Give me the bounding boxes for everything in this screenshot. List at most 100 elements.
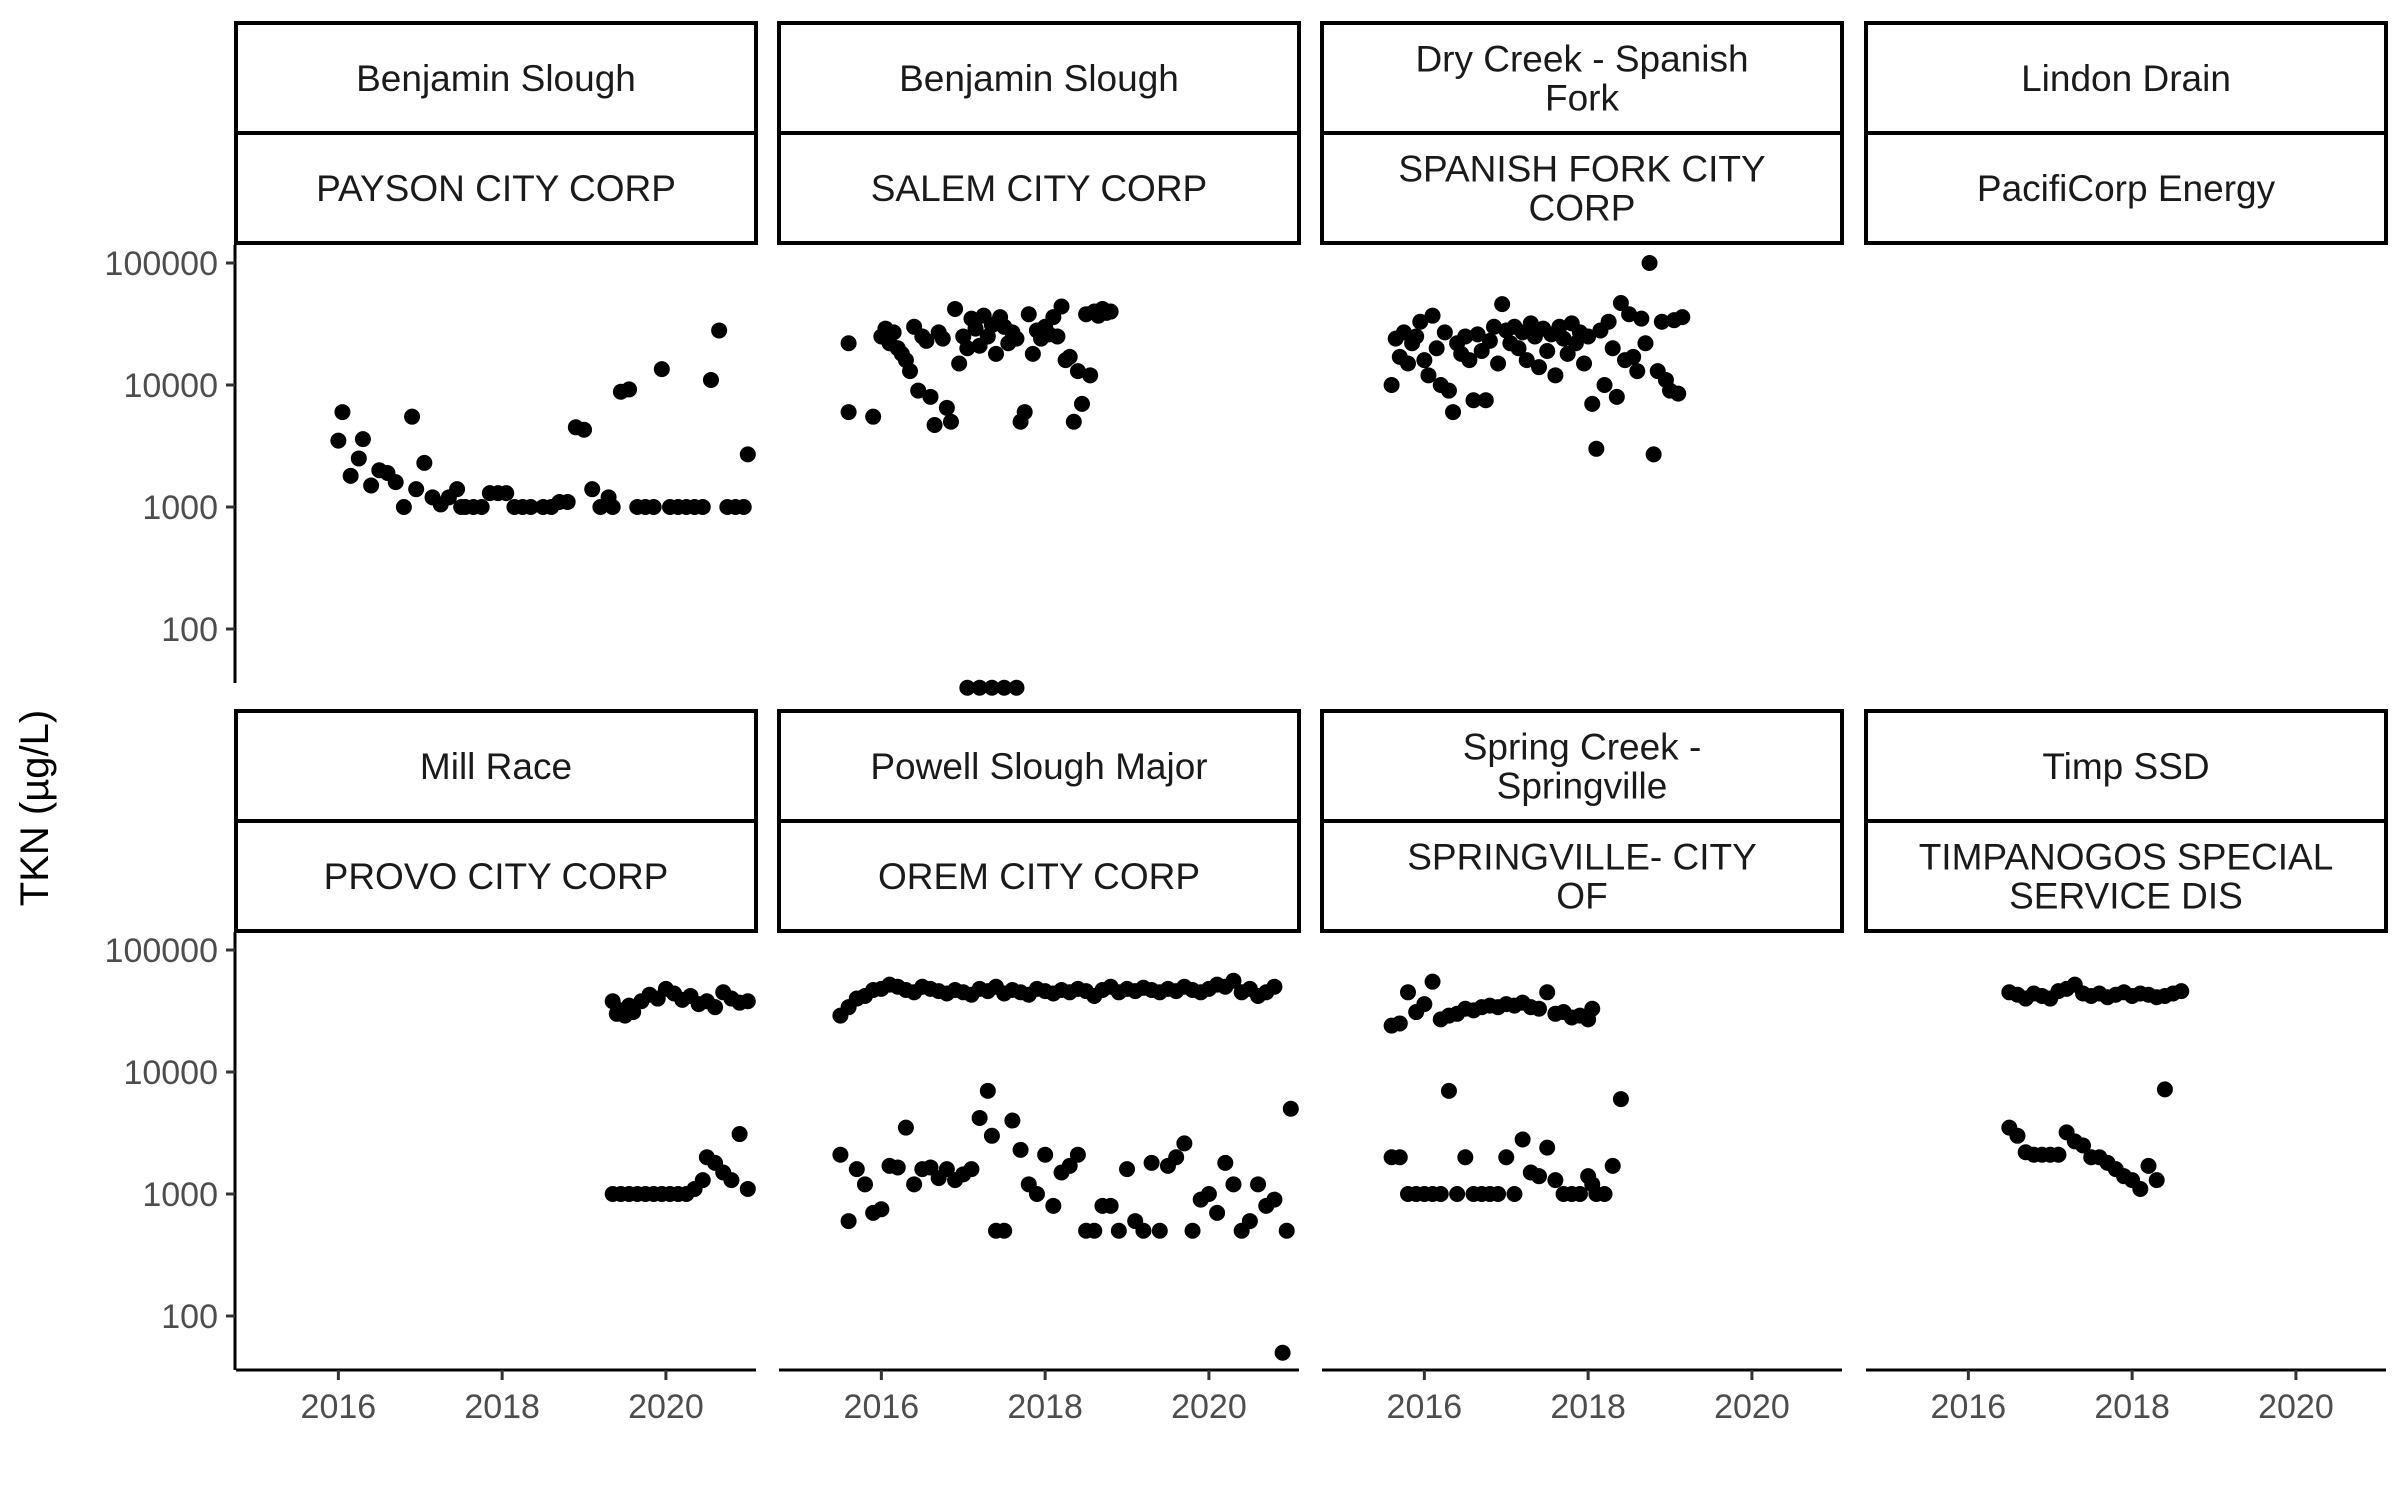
x-tick-label: 2018 [464,1388,540,1426]
facet-strip-site-label: Lindon Drain [2021,58,2231,99]
x-tick-label: 2016 [301,1388,377,1426]
data-point [1539,342,1556,359]
facet-strip-facility-label: SPRINGVILLE- CITY [1407,837,1757,878]
data-point [2132,1180,2149,1197]
facet-strip-site-box [234,709,758,823]
facet-strip-facility-box [1320,819,1844,933]
data-point [1457,328,1474,345]
facet-strip-site: Benjamin Slough [777,21,1301,135]
data-point [739,1180,756,1197]
data-point [1209,1204,1226,1221]
data-point [711,322,728,339]
data-point [1584,1000,1601,1017]
data-point [1440,1082,1457,1099]
data-points [1383,973,1629,1202]
data-point [1176,1135,1193,1152]
data-point [1217,1154,1234,1171]
data-point [473,499,490,515]
facet-strip-facility-box [1320,131,1844,245]
data-point [856,1176,873,1193]
y-tick-label: 100 [161,1298,218,1336]
data-point [1440,382,1457,399]
data-point [996,1222,1013,1239]
facet-panel: Mill Race PROVO CITY CORP 100 1000 10000 1000… [105,709,758,1426]
data-point [1653,313,1670,330]
data-point [576,421,593,438]
y-tick-label: 10000 [123,1054,218,1092]
data-point [1539,1139,1556,1156]
x-tick-label: 2020 [1714,1388,1790,1426]
data-point [983,1127,1000,1144]
data-point [1485,318,1502,335]
data-point [1065,413,1082,430]
data-point [1016,404,1033,421]
facet-strip-facility-label: SPANISH FORK CITY [1398,149,1765,190]
data-point [1494,296,1511,313]
data-point [996,679,1013,696]
x-tick-label: 2020 [1171,1388,1247,1426]
y-axis-label: TKN (µg/L) [13,710,57,906]
data-points [604,980,756,1202]
facet-strip-facility-label: PAYSON CITY CORP [316,168,676,209]
data-point [330,432,347,449]
data-point [1135,1222,1152,1239]
facet-strip-site-box [1864,709,2388,823]
data-point [739,993,756,1010]
data-point [363,477,380,494]
data-point [395,499,412,515]
data-point [910,382,927,399]
facet-strip-facility: SALEM CITY CORP [777,131,1301,245]
facet-panel: Lindon Drain PacifiCorp Energy [1864,21,2388,245]
data-point [947,300,964,317]
data-point [1069,363,1086,380]
facet-strip-site-label: Benjamin Slough [899,58,1179,99]
data-point [1629,363,1646,380]
data-point [1424,307,1441,324]
data-point [951,355,968,372]
data-point [1008,679,1025,696]
data-point [2009,1127,2026,1144]
data-points [2001,976,2190,1197]
data-point [1547,1172,1564,1189]
data-point [1225,1176,1242,1193]
facet-strip-facility-label: CORP [1529,188,1636,229]
data-point [1481,332,1498,349]
data-point [963,1161,980,1178]
data-point [1049,328,1066,345]
data-point [1250,1176,1267,1193]
data-point [1469,326,1486,343]
facet-strip-facility-label: SALEM CITY CORP [871,168,1208,209]
facet-strip-site-label: Springville [1497,766,1668,807]
data-point [1102,1197,1119,1214]
data-point [988,345,1005,362]
facet-strip-facility-label: PacifiCorp Energy [1977,168,2276,209]
data-point [1399,984,1416,1001]
data-point [1449,1186,1466,1202]
data-point [2140,1157,2157,1174]
data-point [1266,1191,1283,1208]
data-points [1383,255,1691,463]
facet-strip-facility-box [234,819,758,933]
x-tick-label: 2018 [1007,1388,1083,1426]
data-point [1637,335,1654,352]
facet-strip-site: Spring Creek -Springville [1320,709,1844,823]
data-point [334,404,351,421]
data-point [342,467,359,484]
facet-strip-site-label: Fork [1545,78,1620,119]
data-point [1045,1197,1062,1214]
data-point [707,999,724,1016]
data-point [1432,1186,1449,1202]
data-point [1061,348,1078,365]
data-point [2050,1146,2067,1163]
data-point [1576,355,1593,372]
data-point [1395,324,1412,341]
x-tick-label: 2018 [2094,1388,2170,1426]
data-point [1073,395,1090,412]
facet-strip-facility-label: PROVO CITY CORP [324,856,669,897]
data-point [840,404,857,421]
data-point [1604,340,1621,357]
data-point [885,324,902,341]
data-point [1596,377,1613,393]
